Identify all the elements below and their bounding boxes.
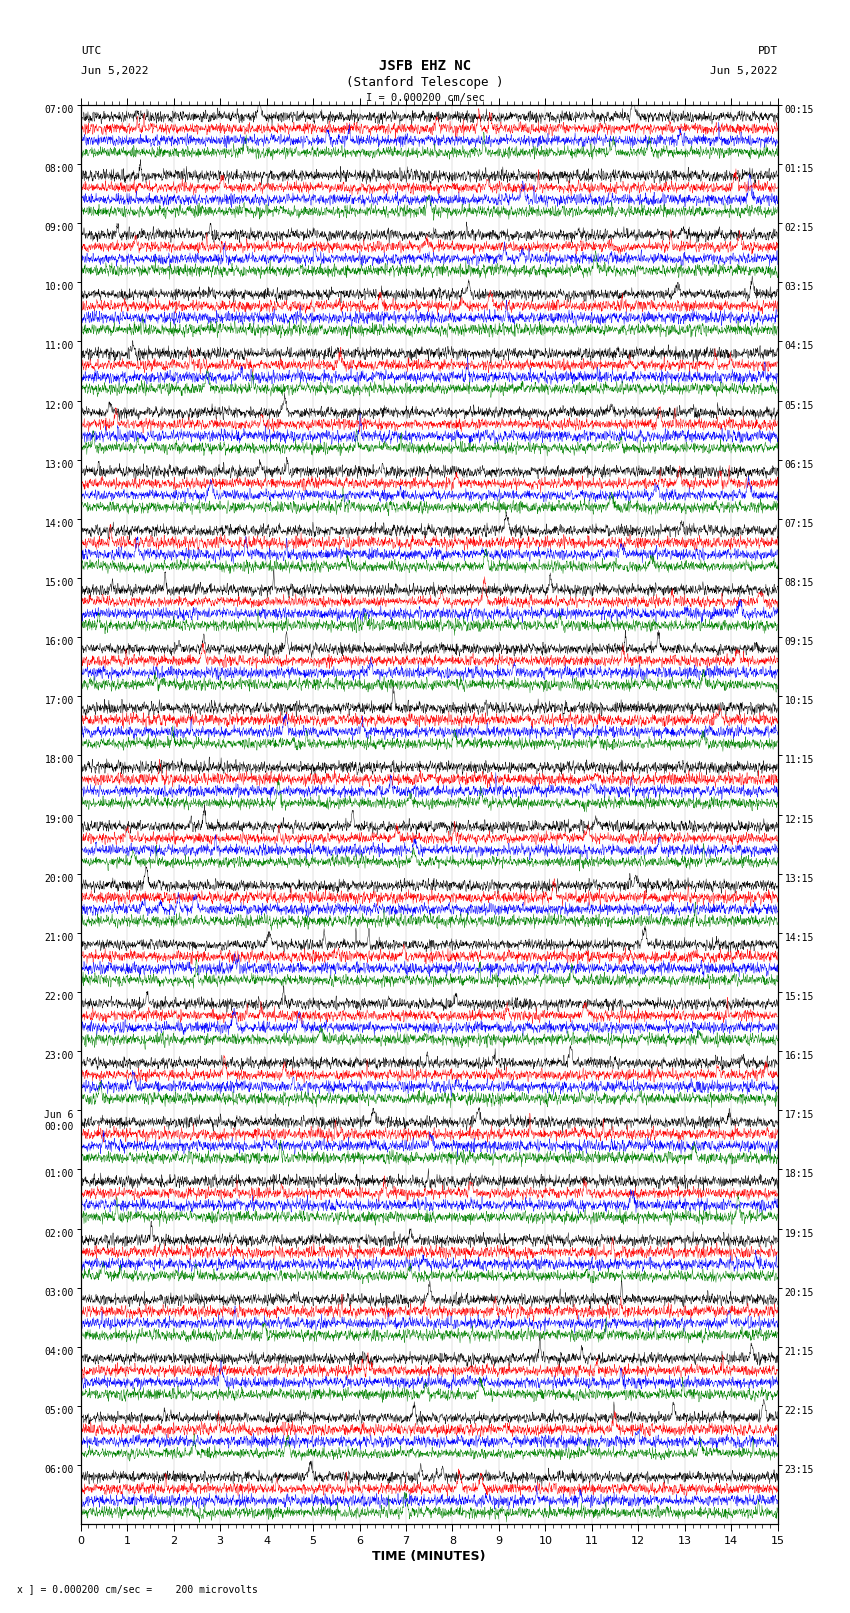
Text: Jun 5,2022: Jun 5,2022 [81, 66, 148, 76]
Text: (Stanford Telescope ): (Stanford Telescope ) [346, 76, 504, 89]
Text: I = 0.000200 cm/sec: I = 0.000200 cm/sec [366, 94, 484, 103]
X-axis label: TIME (MINUTES): TIME (MINUTES) [372, 1550, 486, 1563]
Text: PDT: PDT [757, 47, 778, 56]
Text: x ] = 0.000200 cm/sec =    200 microvolts: x ] = 0.000200 cm/sec = 200 microvolts [17, 1584, 258, 1594]
Text: JSFB EHZ NC: JSFB EHZ NC [379, 58, 471, 73]
Text: Jun 5,2022: Jun 5,2022 [711, 66, 778, 76]
Text: UTC: UTC [81, 47, 101, 56]
